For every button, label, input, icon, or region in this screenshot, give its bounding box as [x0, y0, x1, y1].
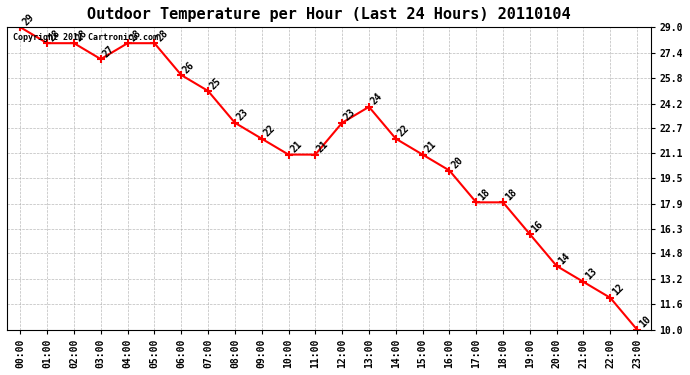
- Text: 28: 28: [128, 28, 143, 43]
- Text: 23: 23: [235, 107, 250, 123]
- Text: 14: 14: [557, 251, 572, 266]
- Text: 28: 28: [74, 28, 90, 43]
- Text: 26: 26: [181, 60, 197, 75]
- Text: 16: 16: [530, 219, 545, 234]
- Text: 20: 20: [449, 155, 465, 171]
- Text: 18: 18: [476, 187, 491, 202]
- Title: Outdoor Temperature per Hour (Last 24 Hours) 20110104: Outdoor Temperature per Hour (Last 24 Ho…: [87, 7, 571, 22]
- Text: 21: 21: [422, 139, 438, 154]
- Text: 21: 21: [315, 139, 331, 154]
- Text: 18: 18: [503, 187, 518, 202]
- Text: Copyright 2011 Cartronics.com: Copyright 2011 Cartronics.com: [13, 33, 159, 42]
- Text: 28: 28: [155, 28, 170, 43]
- Text: 22: 22: [262, 123, 277, 139]
- Text: 23: 23: [342, 107, 357, 123]
- Text: 22: 22: [396, 123, 411, 139]
- Text: 10: 10: [637, 314, 653, 330]
- Text: 13: 13: [584, 267, 599, 282]
- Text: 24: 24: [369, 92, 384, 107]
- Text: 25: 25: [208, 75, 224, 91]
- Text: 21: 21: [288, 139, 304, 154]
- Text: 28: 28: [47, 28, 63, 43]
- Text: 12: 12: [610, 282, 626, 298]
- Text: 27: 27: [101, 44, 116, 59]
- Text: 29: 29: [20, 12, 36, 27]
